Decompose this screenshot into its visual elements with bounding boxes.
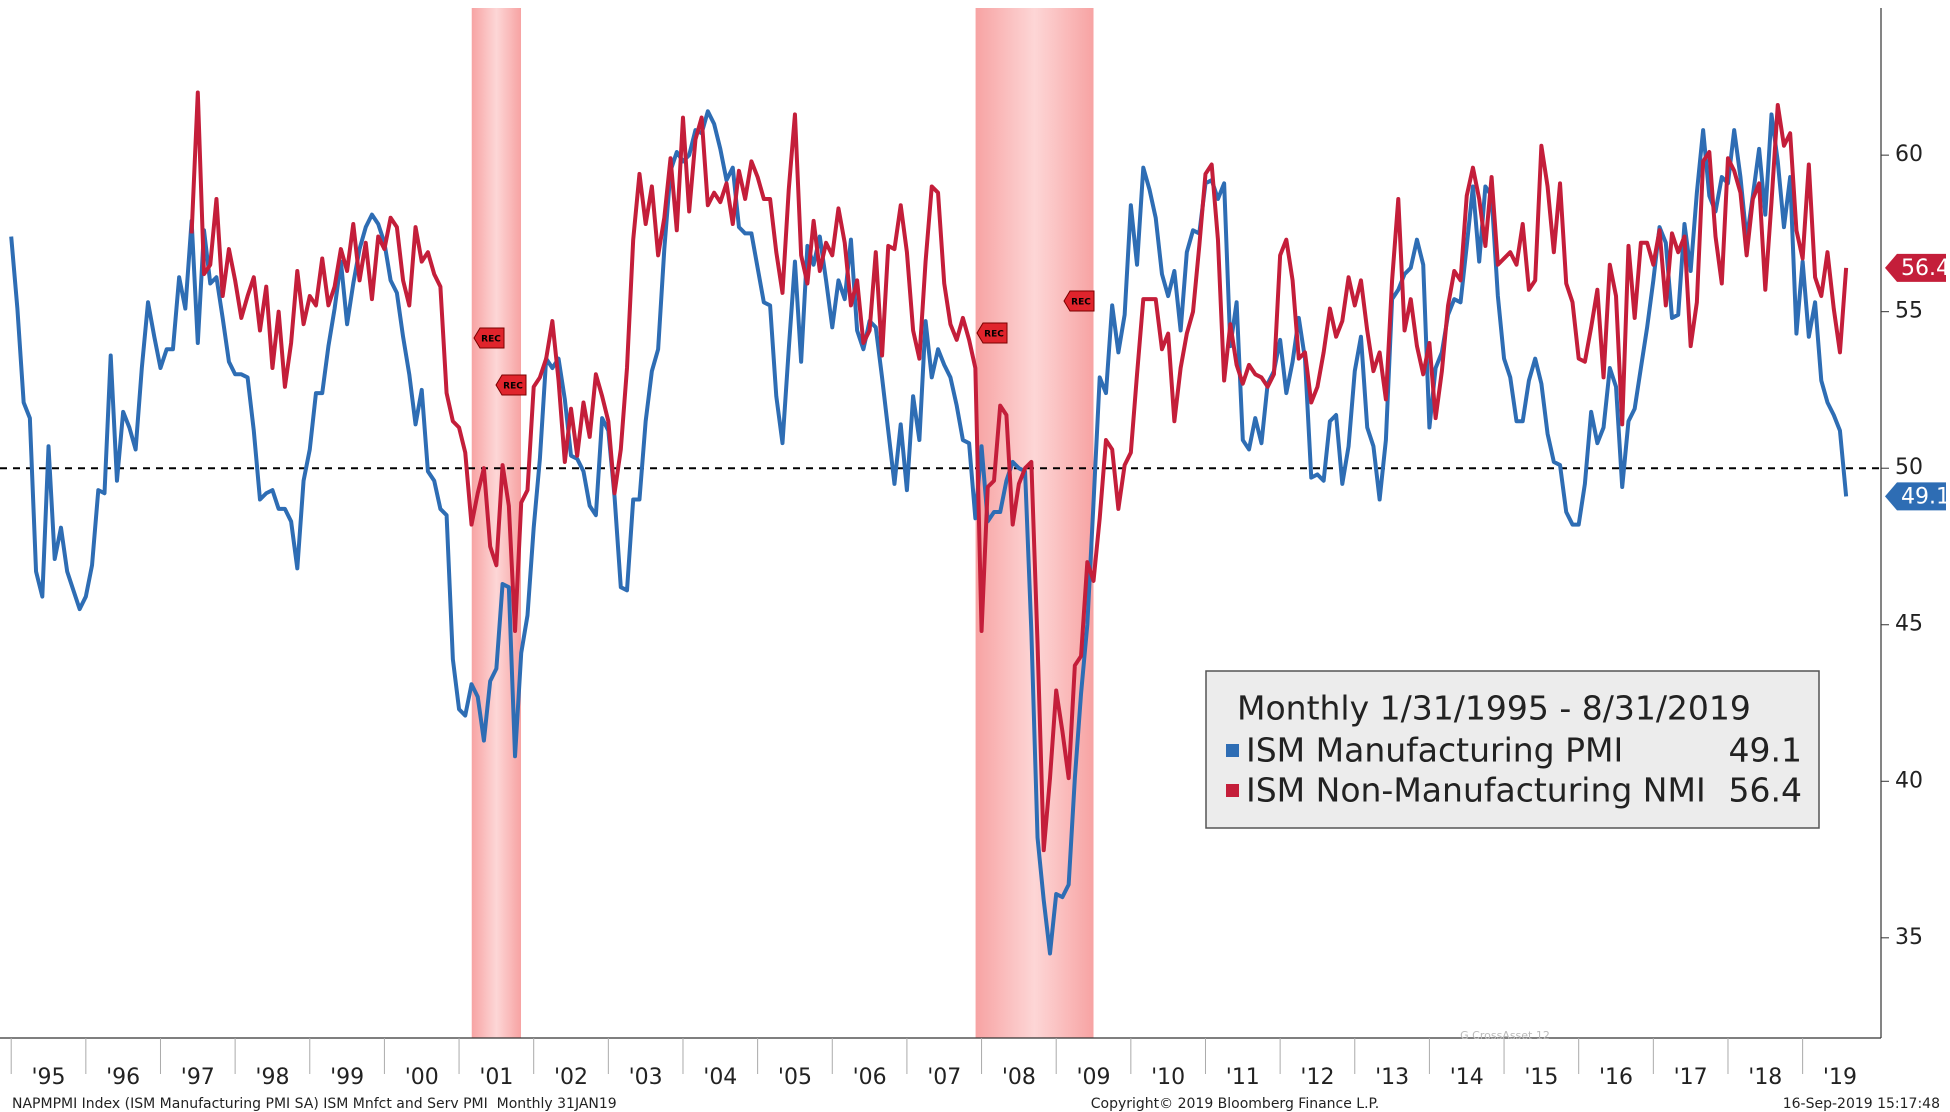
x-tick-label: '11 [1226,1065,1260,1090]
legend-label: ISM Manufacturing PMI [1246,731,1623,770]
rec-flag-label: REC [503,382,523,392]
x-tick-label: '02 [554,1065,588,1090]
last-value-label: 49.1 [1901,484,1950,509]
legend-value: 56.4 [1729,771,1802,810]
rec-flag [495,374,527,396]
recession-flags: REC REC REC REC [473,290,1095,396]
lines-layer [9,90,1849,956]
x-tick-label: '13 [1375,1065,1409,1090]
legend-value: 49.1 [1729,731,1802,770]
rec-flag [976,322,1008,344]
footer-copyright: Copyright© 2019 Bloomberg Finance L.P. [1091,1096,1380,1112]
x-tick-label: '08 [1002,1065,1036,1090]
series-line [189,90,1849,853]
x-tick-label: '10 [1151,1065,1185,1090]
x-tick-label: '15 [1524,1065,1558,1090]
y-tick-label: 45 [1895,612,1923,637]
background-layer [0,8,1889,1074]
x-tick-label: '96 [106,1065,140,1090]
legend-swatch [1226,744,1239,757]
legend-label: ISM Non-Manufacturing NMI [1246,771,1706,810]
rec-flag-label: REC [984,330,1004,340]
x-tick-label: '03 [629,1065,663,1090]
y-tick-label: 60 [1895,142,1923,167]
y-tick-label: 35 [1895,925,1923,950]
x-tick-label: '00 [405,1065,439,1090]
rec-flag-label: REC [1071,298,1091,308]
last-value-label: 56.4 [1901,256,1950,281]
rec-flag [1063,290,1095,312]
y-tick-label: 50 [1895,455,1923,480]
x-tick-label: '09 [1076,1065,1110,1090]
x-tick-label: '06 [853,1065,887,1090]
legend: Monthly 1/31/1995 - 8/31/2019 ISM Manufa… [1205,670,1820,829]
x-tick-label: '16 [1599,1065,1633,1090]
recession-band [471,8,522,1038]
x-tick-label: '18 [1748,1065,1782,1090]
rec-flag [473,327,505,349]
x-tick-label: '05 [778,1065,812,1090]
legend-box [1205,670,1820,829]
x-tick-label: '01 [479,1065,513,1090]
x-tick-label: '17 [1674,1065,1708,1090]
y-tick-label: 40 [1895,768,1923,793]
x-tick-label: '97 [181,1065,215,1090]
footer-source: NAPMPMI Index (ISM Manufacturing PMI SA)… [12,1096,617,1112]
x-tick-label: '07 [927,1065,961,1090]
x-tick-label: '99 [330,1065,364,1090]
x-tick-label: '14 [1450,1065,1484,1090]
legend-swatch [1226,784,1239,797]
watermark: G CrossAsset 12 [1460,1029,1550,1042]
series-line [9,109,1849,956]
footer-date: 16-Sep-2019 15:17:48 [1783,1096,1940,1112]
x-tick-label: '98 [255,1065,289,1090]
x-tick-label: '95 [31,1065,65,1090]
legend-title: Monthly 1/31/1995 - 8/31/2019 [1237,689,1751,728]
last-value-tag [1885,253,1946,282]
rec-flag-label: REC [481,335,501,345]
x-tick-label: '19 [1823,1065,1857,1090]
y-tick-label: 55 [1895,299,1923,324]
last-value-tag [1885,482,1946,511]
x-tick-label: '04 [703,1065,737,1090]
x-tick-label: '12 [1300,1065,1334,1090]
